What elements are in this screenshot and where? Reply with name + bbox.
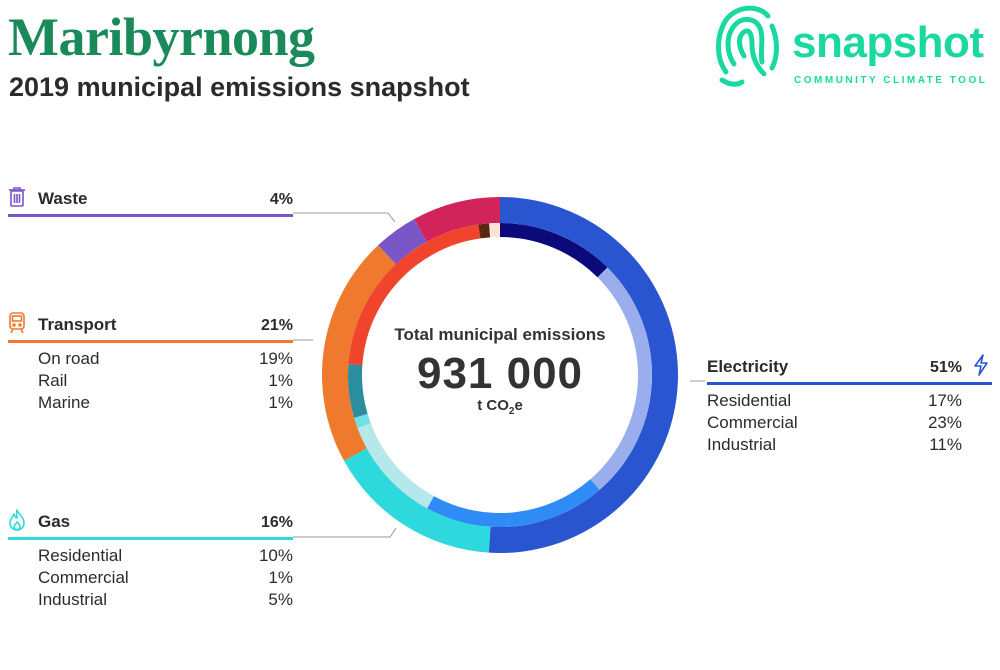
unit-suffix: e — [514, 397, 523, 414]
total-label: Total municipal emissions — [394, 325, 606, 344]
row-label: Rail — [38, 371, 68, 390]
waste-percent: 4% — [269, 191, 293, 208]
slice-waste — [378, 219, 427, 265]
slice-gas-residential — [357, 423, 434, 509]
leader-lines — [293, 212, 705, 538]
train-icon — [9, 312, 25, 334]
page-title: Maribyrnong — [8, 7, 315, 67]
total-emissions: Total municipal emissions 931 000 t CO2e — [380, 325, 620, 417]
row-label: Commercial — [707, 413, 798, 432]
transport-row-rail: Rail 1% — [8, 371, 293, 393]
transport-row-marine: Marine 1% — [8, 393, 293, 415]
electricity-row-industrial: Industrial 11% — [707, 435, 992, 457]
unit-prefix: t CO — [477, 397, 509, 414]
electricity-percent: 51% — [929, 359, 962, 376]
electricity-label: Electricity — [707, 357, 789, 376]
snapshot-logo[interactable]: snapshot COMMUNITY CLIMATE TOOL — [712, 0, 1000, 90]
page-subtitle: 2019 municipal emissions snapshot — [9, 72, 470, 102]
fingerprint-icon — [716, 5, 779, 87]
subsector-ring — [348, 223, 652, 527]
row-label: Residential — [38, 546, 123, 565]
category-ring — [322, 197, 679, 553]
gas-underline — [8, 537, 293, 540]
row-label: Commercial — [38, 568, 129, 587]
electricity-category: Electricity 51% Residential 17% Commerci… — [707, 354, 992, 457]
row-percent: 11% — [929, 435, 962, 454]
slice-transport-on-road — [348, 224, 481, 366]
total-value: 931 000 — [416, 349, 584, 398]
transport-label: Transport — [38, 315, 117, 334]
gas-row-industrial: Industrial 5% — [8, 590, 293, 612]
gas-row-commercial: Commercial 1% — [8, 568, 293, 590]
gas-percent: 16% — [260, 514, 293, 531]
logo-tagline: COMMUNITY CLIMATE TOOL — [794, 75, 988, 86]
row-label: Industrial — [707, 435, 776, 454]
row-label: On road — [38, 349, 100, 368]
flame-icon — [9, 509, 25, 531]
slice-transport — [322, 245, 396, 461]
waste-leader-line — [293, 212, 396, 223]
gas-leader-line — [293, 527, 397, 538]
row-label: Residential — [707, 391, 792, 410]
slice-electricity-industrial — [500, 223, 608, 278]
gas-label: Gas — [38, 512, 71, 531]
slice-electricity-commercial — [590, 267, 652, 490]
row-percent: 1% — [268, 371, 293, 390]
transport-row-on-road: On road 19% — [8, 349, 293, 371]
waste-label: Waste — [38, 189, 88, 208]
row-percent: 17% — [927, 391, 962, 410]
row-percent: 1% — [268, 568, 293, 587]
gas-row-residential: Residential 10% — [8, 546, 293, 568]
waste-category: Waste 4% — [8, 186, 293, 217]
row-percent: 23% — [927, 413, 962, 432]
slice-transport-marine — [489, 223, 500, 238]
slice-gas-industrial — [348, 364, 368, 418]
lightning-icon — [974, 354, 988, 376]
logo-wordmark: snapshot — [792, 18, 984, 67]
slice-agriculture — [414, 197, 500, 242]
row-percent: 1% — [268, 393, 293, 412]
row-percent: 19% — [258, 349, 293, 368]
transport-category: Transport 21% On road 19% Rail 1% Marine… — [8, 312, 293, 415]
slice-gas — [344, 448, 491, 553]
slice-electricity-residential — [427, 479, 600, 527]
gas-category: Gas 16% Residential 10% Commercial 1% In… — [8, 509, 293, 612]
electricity-row-residential: Residential 17% — [707, 391, 992, 413]
waste-underline — [8, 214, 293, 217]
transport-underline — [8, 340, 293, 343]
trash-icon — [9, 187, 25, 207]
unit-subscript: 2 — [508, 406, 515, 417]
electricity-row-commercial: Commercial 23% — [707, 413, 992, 435]
row-percent: 5% — [268, 590, 293, 609]
row-label: Industrial — [38, 590, 107, 609]
row-label: Marine — [38, 393, 90, 412]
total-unit: t CO2e — [380, 397, 620, 417]
slice-transport-rail — [478, 223, 491, 239]
electricity-underline — [707, 382, 992, 385]
slice-electricity — [488, 197, 679, 553]
slice-gas-commercial — [354, 413, 371, 429]
row-percent: 10% — [258, 546, 293, 565]
transport-percent: 21% — [260, 317, 293, 334]
